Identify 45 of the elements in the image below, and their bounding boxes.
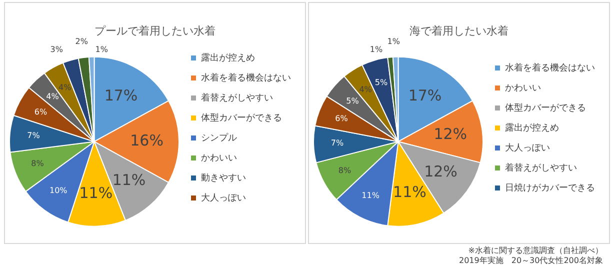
data-label: 5% [346, 96, 360, 106]
data-label: 6% [335, 114, 348, 124]
data-label: 17% [408, 86, 442, 104]
data-label: 4% [359, 85, 372, 94]
legend-label: かわいい [505, 83, 541, 94]
data-label: 1% [370, 44, 384, 54]
legend-label: 大人っぽい [201, 192, 246, 204]
data-label: 8% [338, 166, 352, 176]
legend-label: 動きやすい [201, 172, 246, 184]
data-label: 8% [31, 159, 44, 168]
chart-title: プールで着用したい水着 [94, 24, 216, 38]
legend-label: かわいい [201, 153, 237, 164]
data-label: 1% [95, 44, 108, 54]
data-label: 10% [49, 186, 68, 196]
text: ※水着に関する意識調査（自社調べ） [467, 246, 603, 256]
legend-label: シンプル [201, 132, 237, 144]
data-label: 3% [50, 44, 64, 54]
legend-label: 水着を着る機会はない [505, 62, 595, 74]
data-label: 17% [104, 86, 138, 104]
legend-label: 露出が控えめ [505, 122, 559, 134]
legend-label: 日焼けがカバーできる [505, 182, 595, 194]
data-label: 7% [330, 138, 344, 148]
legend-label: 露出が控えめ [201, 52, 255, 64]
data-label: 1% [387, 36, 400, 46]
data-label: 6% [34, 107, 48, 116]
data-label: 12% [424, 162, 458, 180]
legend-label: 着替えがしやすい [505, 162, 577, 174]
data-label: 11% [362, 191, 380, 200]
data-label: 16% [130, 131, 164, 150]
data-label: 4% [58, 83, 72, 92]
chart-title: 海で着用したい水着 [410, 24, 508, 38]
legend-label: 体型カバーができる [505, 102, 586, 114]
data-label: 2% [75, 36, 88, 46]
data-label: 11% [79, 184, 113, 202]
data-label: 7% [27, 130, 40, 140]
data-label: 11% [112, 170, 146, 189]
data-label: 5% [374, 78, 388, 88]
legend-label: 大人っぽい [505, 142, 550, 154]
data-label: 11% [393, 182, 426, 201]
data-label: 12% [434, 124, 468, 143]
data-label: 4% [46, 92, 60, 102]
legend-label: 着替えがしやすい [201, 92, 273, 104]
legend-label: 体型カバーができる [201, 112, 282, 124]
legend-label: 水着を着る機会はない [201, 72, 291, 84]
text: 2019年実施 20～30代女性200名対象 [459, 256, 603, 266]
